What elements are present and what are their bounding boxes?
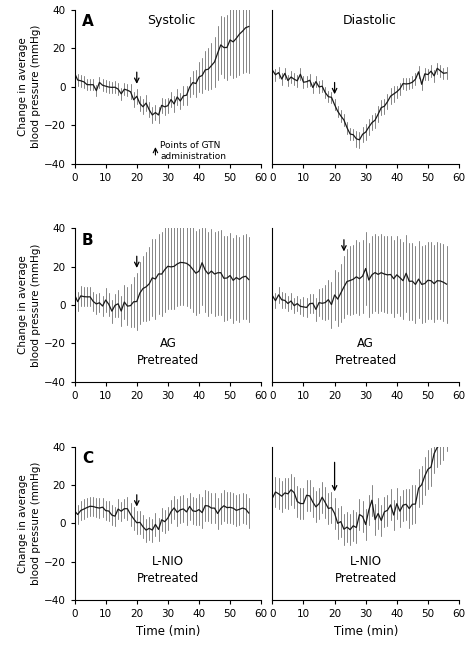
X-axis label: Time (min): Time (min) bbox=[136, 625, 200, 638]
Text: L-NIO
Pretreated: L-NIO Pretreated bbox=[137, 555, 199, 585]
Text: AG
Pretreated: AG Pretreated bbox=[137, 337, 199, 367]
Y-axis label: Change in average
blood pressure (mmHg): Change in average blood pressure (mmHg) bbox=[19, 25, 41, 149]
Y-axis label: Change in average
blood pressure (mmHg): Change in average blood pressure (mmHg) bbox=[19, 461, 41, 585]
Text: B: B bbox=[82, 233, 94, 248]
Text: Diastolic: Diastolic bbox=[343, 14, 397, 27]
Text: AG
Pretreated: AG Pretreated bbox=[335, 337, 397, 367]
Y-axis label: Change in average
blood pressure (mmHg): Change in average blood pressure (mmHg) bbox=[19, 243, 41, 367]
Text: Points of GTN
administration: Points of GTN administration bbox=[160, 141, 226, 162]
Text: Systolic: Systolic bbox=[147, 14, 196, 27]
X-axis label: Time (min): Time (min) bbox=[334, 625, 398, 638]
Text: L-NIO
Pretreated: L-NIO Pretreated bbox=[335, 555, 397, 585]
Text: C: C bbox=[82, 451, 93, 466]
Text: A: A bbox=[82, 14, 94, 29]
